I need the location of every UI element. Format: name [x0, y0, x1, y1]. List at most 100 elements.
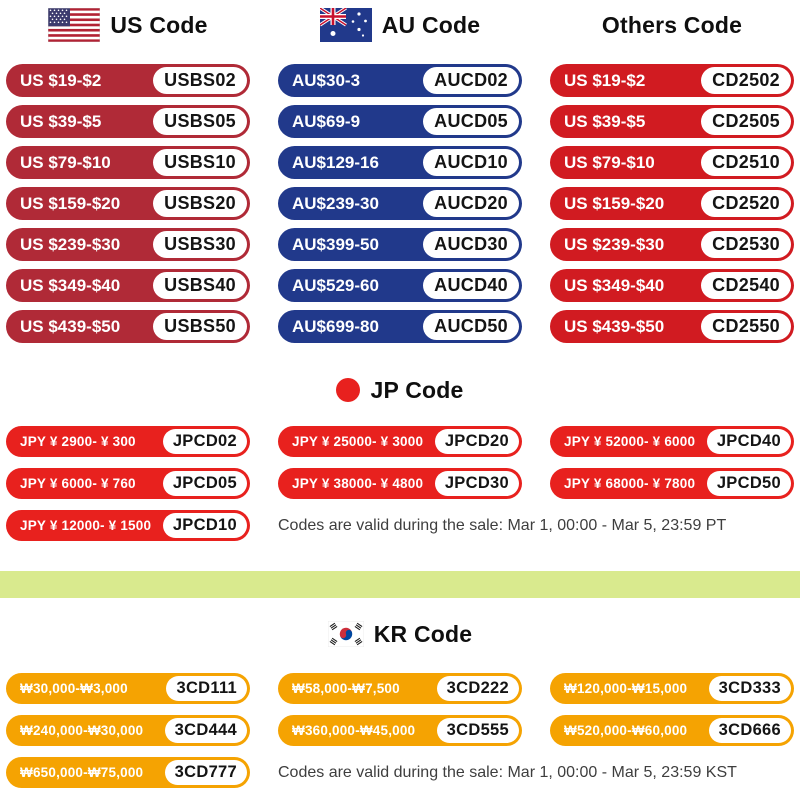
jp-validity-note: Codes are valid during the sale: Mar 1, …	[278, 516, 727, 534]
coupon-threshold: AU$129-16	[292, 152, 379, 172]
coupon-pill: ₩520,000-₩60,000 3CD666	[550, 715, 794, 746]
coupon-pill: JPY ¥ 68000- ¥ 7800 JPCD50	[550, 468, 794, 499]
coupon-code: JPCD30	[434, 471, 519, 496]
coupon-pill: US $439-$50 CD2550	[550, 310, 794, 343]
coupon-code: 3CD444	[164, 718, 247, 743]
coupon-code: JPCD50	[706, 471, 791, 496]
coupon-threshold: US $349-$40	[20, 275, 121, 295]
coupon-pill: US $19-$2 CD2502	[550, 64, 794, 97]
coupon-threshold: US $19-$2	[564, 70, 646, 90]
jp-code-grid: JPY ¥ 2900- ¥ 300 JPCD02 JPY ¥ 25000- ¥ 3…	[0, 426, 800, 541]
coupon-code: USBS30	[153, 231, 247, 258]
coupon-code: CD2530	[701, 231, 791, 258]
coupon-code: CD2502	[701, 67, 791, 94]
coupon-pill: ₩58,000-₩7,500 3CD222	[278, 673, 522, 704]
coupon-threshold: US $79-$10	[20, 152, 111, 172]
coupon-pill: US $439-$50 USBS50	[6, 310, 250, 343]
coupon-code: 3CD666	[708, 718, 791, 743]
au-code-header: AU Code	[278, 8, 522, 42]
coupon-pill: US $39-$5 CD2505	[550, 105, 794, 138]
coupon-threshold: AU$399-50	[292, 234, 379, 254]
jp-code-title: JP Code	[370, 376, 464, 403]
coupon-threshold: JPY ¥ 25000- ¥ 3000	[292, 434, 424, 449]
us-code-title: US Code	[110, 11, 208, 38]
coupon-pill: JPY ¥ 52000- ¥ 6000 JPCD40	[550, 426, 794, 457]
coupon-threshold: ₩240,000-₩30,000	[20, 723, 144, 738]
others-code-section: Others Code US $19-$2 CD2502 US $39-$5 CD2…	[550, 8, 794, 343]
coupon-threshold: JPY ¥ 12000- ¥ 1500	[20, 518, 152, 533]
coupon-pill: US $19-$2 USBS02	[6, 64, 250, 97]
coupon-code: JPCD02	[162, 429, 247, 454]
coupon-pill: JPY ¥ 25000- ¥ 3000 JPCD20	[278, 426, 522, 457]
jp-code-header: JP Code	[0, 376, 800, 404]
coupon-pill: AU$129-16 AUCD10	[278, 146, 522, 179]
coupon-threshold: AU$699-80	[292, 316, 379, 336]
others-code-header: Others Code	[550, 8, 794, 42]
au-code-title: AU Code	[381, 11, 481, 38]
coupon-code: AUCD30	[423, 231, 519, 258]
coupon-threshold: US $439-$50	[564, 316, 665, 336]
jp-flag-icon	[336, 378, 361, 402]
coupon-threshold: ₩120,000-₩15,000	[564, 681, 688, 696]
coupon-threshold: JPY ¥ 52000- ¥ 6000	[564, 434, 696, 449]
coupon-pill: JPY ¥ 2900- ¥ 300 JPCD02	[6, 426, 250, 457]
coupon-code: 3CD333	[708, 676, 791, 701]
coupon-threshold: ₩58,000-₩7,500	[292, 681, 400, 696]
coupon-threshold: US $39-$5	[20, 111, 102, 131]
coupon-threshold: AU$69-9	[292, 111, 361, 131]
coupon-pill: JPY ¥ 38000- ¥ 4800 JPCD30	[278, 468, 522, 499]
coupon-threshold: US $239-$30	[564, 234, 665, 254]
coupon-code: AUCD20	[423, 190, 519, 217]
coupon-threshold: US $349-$40	[564, 275, 665, 295]
coupon-pill: JPY ¥ 12000- ¥ 1500 JPCD10	[6, 510, 250, 541]
coupon-code: 3CD555	[436, 718, 519, 743]
coupon-pill: US $159-$20 USBS20	[6, 187, 250, 220]
coupon-code: CD2510	[701, 149, 791, 176]
coupon-code: CD2550	[701, 313, 791, 340]
coupon-pill: ₩360,000-₩45,000 3CD555	[278, 715, 522, 746]
kr-code-grid: ₩30,000-₩3,000 3CD111 ₩58,000-₩7,500 3CD22…	[0, 673, 800, 788]
kr-flag-icon	[327, 621, 364, 647]
divider-band	[0, 571, 800, 598]
au-code-section: AU Code AU$30-3 AUCD02 AU$69-9 AUCD05 AU$1…	[278, 8, 522, 343]
coupon-threshold: US $239-$30	[20, 234, 121, 254]
coupon-pill: AU$239-30 AUCD20	[278, 187, 522, 220]
coupon-code: CD2540	[701, 272, 791, 299]
coupon-threshold: US $439-$50	[20, 316, 121, 336]
us-code-section: US Code US $19-$2 USBS02 US $39-$5 USBS05 …	[6, 8, 250, 343]
coupon-code: CD2505	[701, 108, 791, 135]
coupon-code: JPCD40	[706, 429, 791, 454]
us-code-header: US Code	[6, 8, 250, 42]
us-flag-icon	[48, 8, 101, 42]
coupon-pill: US $79-$10 USBS10	[6, 146, 250, 179]
coupon-pill: AU$69-9 AUCD05	[278, 105, 522, 138]
coupon-pill: US $349-$40 CD2540	[550, 269, 794, 302]
coupon-threshold: JPY ¥ 2900- ¥ 300	[20, 434, 136, 449]
coupon-threshold: US $19-$2	[20, 70, 102, 90]
coupon-threshold: ₩650,000-₩75,000	[20, 765, 144, 780]
coupon-threshold: AU$239-30	[292, 193, 379, 213]
coupon-pill: US $349-$40 USBS40	[6, 269, 250, 302]
coupon-threshold: US $159-$20	[564, 193, 665, 213]
coupon-code: AUCD02	[423, 67, 519, 94]
coupon-threshold: US $159-$20	[20, 193, 121, 213]
coupon-code: JPCD05	[162, 471, 247, 496]
coupon-threshold: US $39-$5	[564, 111, 646, 131]
kr-validity-note: Codes are valid during the sale: Mar 1, …	[278, 763, 737, 781]
coupon-pill: US $79-$10 CD2510	[550, 146, 794, 179]
kr-code-header: KR Code	[0, 620, 800, 648]
coupon-code: USBS10	[153, 149, 247, 176]
coupon-code: AUCD05	[423, 108, 519, 135]
coupon-pill: AU$30-3 AUCD02	[278, 64, 522, 97]
coupon-code: USBS05	[153, 108, 247, 135]
coupon-pill: US $239-$30 CD2530	[550, 228, 794, 261]
coupon-pill: JPY ¥ 6000- ¥ 760 JPCD05	[6, 468, 250, 499]
coupon-code: 3CD222	[436, 676, 519, 701]
coupon-code: USBS02	[153, 67, 247, 94]
coupon-code: AUCD40	[423, 272, 519, 299]
coupon-pill: ₩240,000-₩30,000 3CD444	[6, 715, 250, 746]
coupon-code: JPCD10	[162, 513, 247, 538]
coupon-threshold: ₩520,000-₩60,000	[564, 723, 688, 738]
coupon-threshold: AU$30-3	[292, 70, 361, 90]
